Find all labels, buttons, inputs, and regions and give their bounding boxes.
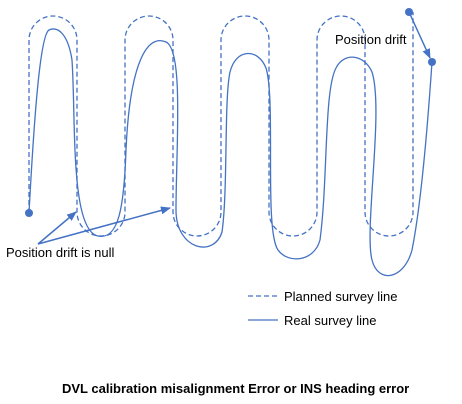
real-survey-line	[28, 28, 433, 277]
null-drift-arrow-1	[37, 211, 77, 245]
position-drift-arrow	[408, 11, 431, 59]
diagram-caption: DVL calibration misalignment Error or IN…	[62, 381, 409, 396]
legend: Planned survey line Real survey line	[248, 289, 397, 328]
legend-planned-label: Planned survey line	[284, 289, 397, 304]
position-drift-null-label: Position drift is null	[6, 245, 114, 260]
real-end-point	[428, 58, 436, 66]
null-drift-arrow-2	[37, 206, 171, 245]
start-point	[25, 209, 33, 217]
legend-real-label: Real survey line	[284, 313, 377, 328]
position-drift-label: Position drift	[335, 32, 407, 47]
